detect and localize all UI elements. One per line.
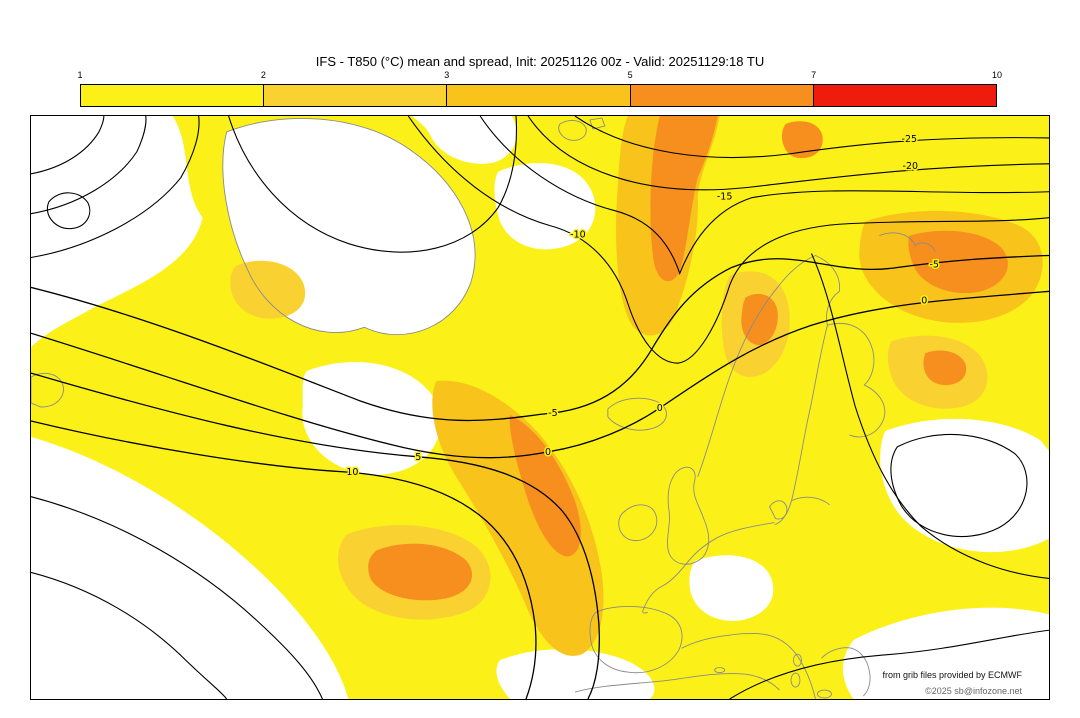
- spread-colorbar: [80, 84, 997, 107]
- contour-line: [31, 571, 228, 699]
- coastline-balearic: [714, 667, 726, 674]
- colorbar-tick: 5: [627, 70, 633, 80]
- attribution-copyright: ©2025 sb@infozone.net: [925, 686, 1022, 696]
- coastlines: [31, 117, 936, 699]
- coastline-baltic-finland: [827, 322, 886, 438]
- contour-line: [810, 253, 1049, 579]
- colorbar-segment: [812, 85, 997, 106]
- coastline-greenland: [222, 118, 476, 336]
- contour-line-zero: [31, 290, 1049, 459]
- colorbar-segment: [263, 85, 447, 106]
- coastline-denmark: [769, 500, 788, 520]
- colorbar-segment: [81, 85, 264, 106]
- low-spread-region: [496, 649, 655, 699]
- contour-line: [31, 116, 147, 215]
- contour-line: [729, 629, 1049, 699]
- low-spread-region: [31, 116, 203, 348]
- coastline-iceland: [607, 397, 667, 431]
- spread-5-7-region: [368, 543, 473, 601]
- spread-5-7-regions: [368, 116, 1008, 601]
- colorbar-tick: 7: [811, 70, 817, 80]
- coastline-north-africa: [574, 673, 780, 693]
- coastline-sardinia: [790, 672, 801, 688]
- low-spread-region: [689, 555, 774, 621]
- contour-line-minus20: [527, 116, 1049, 191]
- contour-line: [31, 116, 200, 259]
- colorbar-ticks: 1 2 3 5 7 10: [77, 70, 1002, 82]
- contour-label: -20: [903, 161, 918, 172]
- colorbar-segment: [629, 85, 813, 106]
- contour-line-minus10: [407, 116, 1049, 364]
- spread-5-7-region: [509, 414, 581, 557]
- contour-line: [46, 192, 91, 230]
- coastline-scandinavia: [697, 255, 840, 526]
- spread-5-7-region: [908, 230, 1008, 294]
- low-spread-region: [880, 418, 1049, 553]
- contour-label: -5: [548, 408, 557, 419]
- spread-5-7-region: [650, 116, 718, 282]
- contour-label: -15: [717, 192, 732, 203]
- contour-line-plus10: [31, 420, 537, 699]
- coastline-mediterranean-north: [681, 632, 816, 699]
- weather-map: -25 -20 -15 -10 -5 0 -5 0 0 5 10: [31, 116, 1049, 699]
- page-title: IFS - T850 (°C) mean and spread, Init: 2…: [315, 54, 765, 69]
- contour-line: [890, 433, 1028, 538]
- contour-label: 10: [346, 467, 358, 478]
- colorbar-tick: 3: [444, 70, 450, 80]
- contour-label: 0: [921, 295, 927, 306]
- coastline-kola: [879, 232, 936, 252]
- coastline-iberia: [589, 606, 683, 674]
- contour-line: [228, 116, 517, 253]
- contour-line: [31, 496, 323, 699]
- coastline-svalbard: [558, 120, 587, 141]
- map-frame: -25 -20 -15 -10 -5 0 -5 0 0 5 10: [30, 115, 1050, 700]
- contour-line-minus15: [479, 116, 1049, 276]
- contour-line-minus5: [31, 254, 1049, 422]
- low-spread-region: [494, 163, 596, 250]
- contour-line: [31, 116, 105, 175]
- coastline-corsica: [793, 653, 802, 667]
- spread-3-5-region: [432, 380, 604, 656]
- contour-label: 5: [415, 452, 421, 463]
- contour-line-plus5: [31, 372, 600, 699]
- contour-label: -10: [570, 230, 585, 241]
- colorbar-segment: [446, 85, 630, 106]
- contour-label: -5: [929, 259, 938, 270]
- temperature-contours: [31, 116, 1049, 699]
- coastline-newfoundland: [31, 372, 64, 408]
- contour-labels: -25 -20 -15 -10 -5 0 -5 0 0 5 10: [345, 132, 941, 479]
- contour-line-minus25: [574, 116, 1049, 159]
- coastline-ireland: [618, 504, 658, 541]
- colorbar-tick: 1: [77, 70, 83, 80]
- coastline-great-britain: [667, 466, 710, 565]
- spread-5-7-region: [923, 350, 967, 386]
- contour-label: 0: [657, 403, 663, 414]
- spread-2-3-region: [230, 260, 306, 319]
- contour-label: 0: [545, 447, 551, 458]
- coastline-baltic-south: [791, 496, 830, 506]
- attribution-source: from grib files provided by ECMWF: [882, 670, 1022, 680]
- coastline-west-europe: [642, 522, 775, 614]
- contour-label: -25: [902, 134, 917, 145]
- low-spread-region: [842, 607, 1049, 699]
- colorbar-tick: 2: [260, 70, 266, 80]
- low-spread-region: [412, 116, 517, 164]
- coastline-sicily: [817, 689, 832, 699]
- spread-5-7-region: [781, 121, 823, 159]
- spread-5-7-region: [741, 293, 778, 346]
- colorbar-tick: 10: [991, 70, 1003, 80]
